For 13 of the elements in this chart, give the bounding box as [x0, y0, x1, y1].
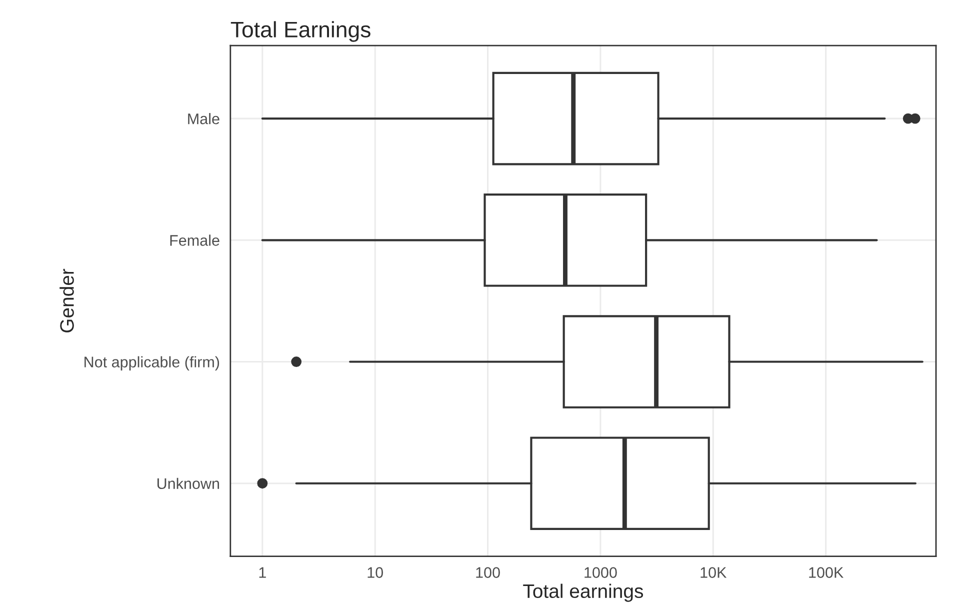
y-tick-label: Female: [170, 234, 220, 246]
x-tick-label: 10K: [700, 567, 727, 578]
x-tick-label: 1000: [584, 567, 617, 578]
x-tick-label: 1: [259, 567, 266, 578]
x-tick-label: 10: [368, 567, 383, 578]
y-axis-title: Gender: [60, 268, 74, 332]
x-axis-title: Total earnings: [523, 584, 644, 602]
y-tick-label: Unknown: [157, 478, 219, 490]
chart-title: Total Earnings: [230, 21, 370, 42]
y-tick-label: Male: [188, 113, 220, 124]
y-tick-label: Not applicable (firm): [84, 356, 220, 370]
x-tick-label: 100K: [809, 567, 844, 578]
x-tick-label: 100: [476, 567, 500, 578]
